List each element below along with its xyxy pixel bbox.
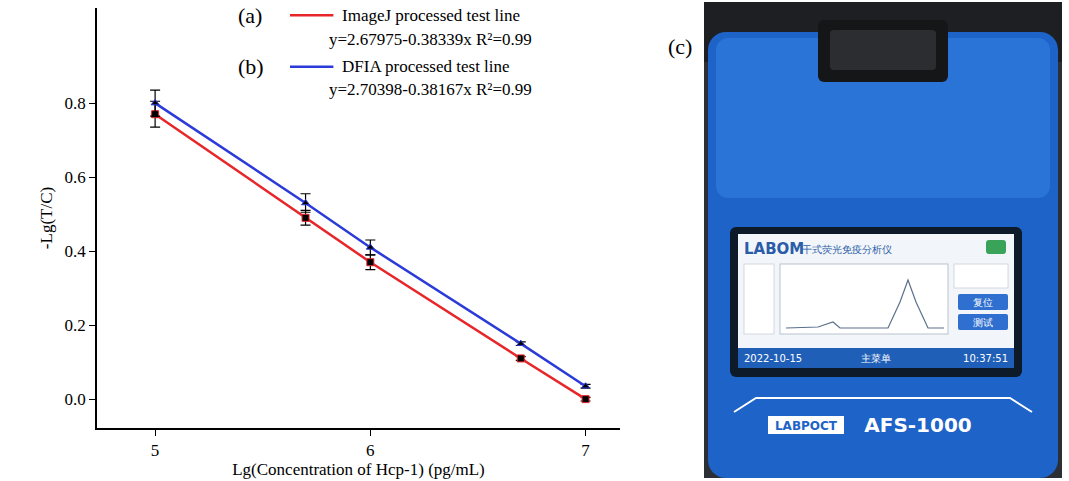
- svg-text:干式荧光免疫分析仪: 干式荧光免疫分析仪: [802, 244, 892, 255]
- svg-text:(a): (a): [238, 3, 262, 28]
- svg-text:6: 6: [366, 441, 375, 460]
- svg-text:(c): (c): [668, 34, 692, 59]
- svg-text:主菜单: 主菜单: [861, 353, 891, 364]
- svg-text:(b): (b): [238, 54, 264, 79]
- svg-text:0.2: 0.2: [65, 316, 86, 335]
- svg-text:测试: 测试: [973, 317, 993, 328]
- svg-text:复位: 复位: [973, 297, 993, 308]
- svg-text:DFIA processed test line: DFIA processed test line: [342, 57, 510, 76]
- svg-text:AFS-1000: AFS-1000: [864, 413, 972, 437]
- svg-text:Lg(Concentration of Hcp-1) (pg: Lg(Concentration of Hcp-1) (pg/mL): [232, 460, 485, 479]
- svg-text:LABOM: LABOM: [744, 240, 804, 258]
- svg-text:0.8: 0.8: [65, 94, 86, 113]
- svg-text:LABPOCT: LABPOCT: [775, 419, 838, 433]
- svg-text:y=2.67975-0.38339x R²=0.99: y=2.67975-0.38339x R²=0.99: [329, 30, 532, 49]
- svg-text:2022-10-15: 2022-10-15: [744, 353, 802, 364]
- svg-text:ImageJ processed test line: ImageJ processed test line: [342, 6, 520, 25]
- svg-text:0.0: 0.0: [65, 390, 86, 409]
- svg-text:7: 7: [581, 441, 590, 460]
- svg-text:0.4: 0.4: [65, 242, 87, 261]
- svg-text:0.6: 0.6: [65, 168, 86, 187]
- svg-text:10:37:51: 10:37:51: [963, 353, 1008, 364]
- svg-text:y=2.70398-0.38167x R²=0.99: y=2.70398-0.38167x R²=0.99: [329, 80, 532, 99]
- svg-text:5: 5: [151, 441, 160, 460]
- svg-text:-Lg(T/C): -Lg(T/C): [37, 187, 56, 249]
